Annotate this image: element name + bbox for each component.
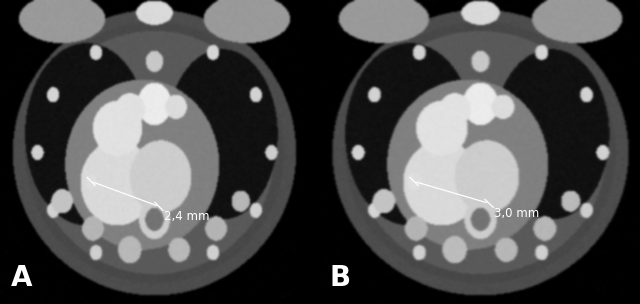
Text: B: B [330,264,351,292]
Text: 2,4 mm: 2,4 mm [164,210,209,223]
Text: 3,0 mm: 3,0 mm [494,207,540,220]
Text: A: A [10,264,32,292]
